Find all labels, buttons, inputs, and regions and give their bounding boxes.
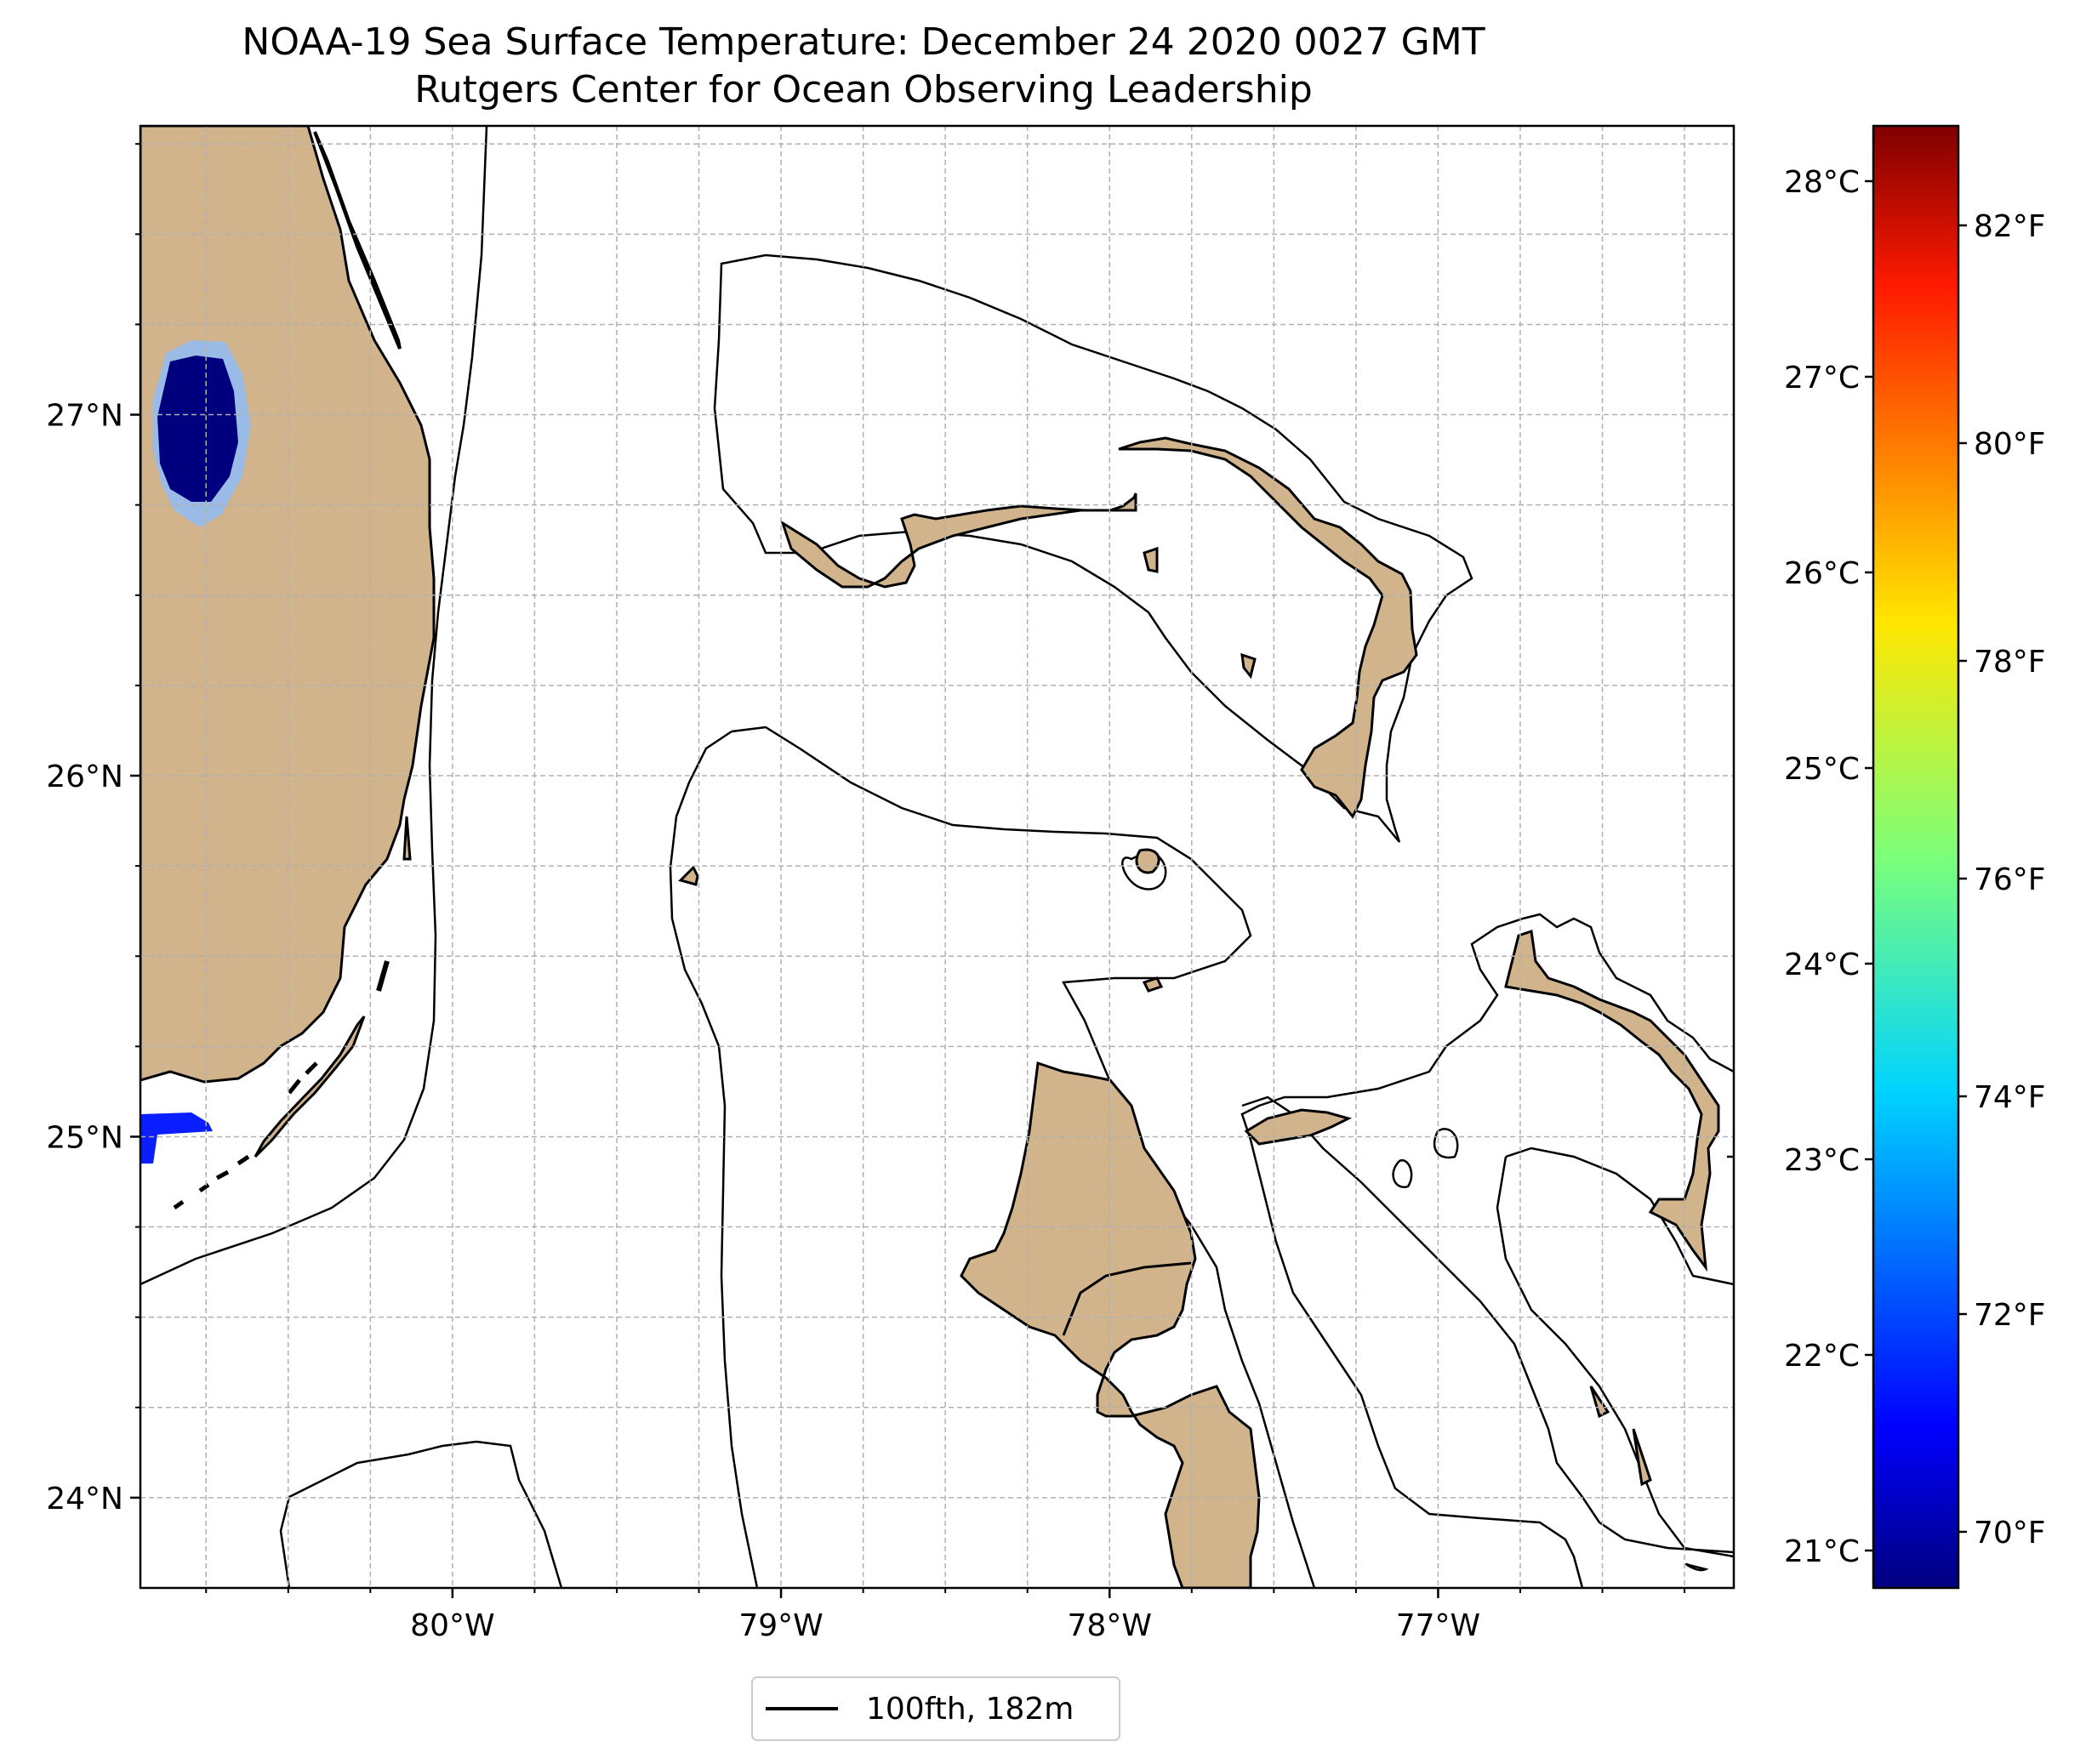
colorbar-label-fahrenheit: 70°F — [1974, 1516, 2046, 1551]
map-title: NOAA-19 Sea Surface Temperature: Decembe… — [242, 20, 1485, 64]
colorbar-label-celsius: 28°C — [1784, 165, 1860, 200]
florida-keys — [254, 1016, 366, 1158]
tick-label-lat: 24°N — [46, 1482, 123, 1516]
colorbar-label-fahrenheit: 76°F — [1974, 862, 2046, 897]
legend-box — [751, 1676, 1120, 1741]
tick-label-lon: 79°W — [738, 1608, 823, 1643]
axis-ticks: 27°N 26°N 25°N 24°N 80°W 79°W 78°W 77°W — [46, 143, 1686, 1643]
small-cays — [1142, 546, 1652, 1487]
colorbar-label-celsius: 27°C — [1784, 361, 1860, 395]
map-frame — [139, 124, 1735, 1590]
map-subtitle: Rutgers Center for Ocean Observing Leade… — [414, 68, 1313, 111]
lake-okeechobee-sst — [157, 356, 238, 502]
grand-bahama — [780, 492, 1137, 589]
lower-keys — [173, 1061, 318, 1210]
colorbar — [1872, 124, 1960, 1590]
florida-bay-sst — [140, 1112, 213, 1164]
colorbar-label-fahrenheit: 74°F — [1974, 1080, 2046, 1115]
tick-label-lat: 25°N — [46, 1120, 123, 1155]
colorbar-label-fahrenheit: 78°F — [1974, 645, 2046, 680]
colorbar-label-fahrenheit: 80°F — [1974, 427, 2046, 462]
east-coast-barrier — [313, 131, 402, 350]
legend: 100fth, 182m — [751, 1676, 1120, 1741]
eleuthera — [1504, 930, 1720, 1272]
colorbar-label-celsius: 25°C — [1784, 752, 1860, 787]
colorbar-label-fahrenheit: 82°F — [1974, 209, 2046, 244]
key-largo — [376, 960, 390, 992]
colorbar-label-celsius: 21°C — [1784, 1534, 1860, 1569]
andros-inner-line — [1062, 1261, 1192, 1336]
colorbar-label-celsius: 24°C — [1784, 947, 1860, 982]
colorbar-label-celsius: 22°C — [1784, 1339, 1860, 1374]
andros-island — [960, 1061, 1261, 1588]
colorbar-label-celsius: 23°C — [1784, 1143, 1860, 1178]
map-gridlines — [140, 126, 1734, 1588]
colorbar-label-fahrenheit: 72°F — [1974, 1298, 2046, 1333]
legend-label: 100fth, 182m — [866, 1692, 1074, 1727]
tick-label-lat: 27°N — [46, 399, 123, 434]
tick-label-lon: 80°W — [410, 1608, 494, 1643]
tick-label-lon: 77°W — [1396, 1608, 1480, 1643]
colorbar-label-celsius: 26°C — [1784, 556, 1860, 591]
great-abaco — [1118, 436, 1418, 819]
berry-islands — [1135, 848, 1160, 874]
bimini — [678, 865, 699, 886]
colorbar-ticks: 28°C 27°C 26°C 25°C 24°C 23°C 22°C 21°C 82°F 80°F… — [1784, 165, 2045, 1569]
tick-label-lat: 26°N — [46, 760, 123, 794]
biscayne-islands — [402, 816, 412, 861]
new-providence — [1244, 1108, 1353, 1146]
tick-label-lon: 78°W — [1068, 1608, 1152, 1643]
